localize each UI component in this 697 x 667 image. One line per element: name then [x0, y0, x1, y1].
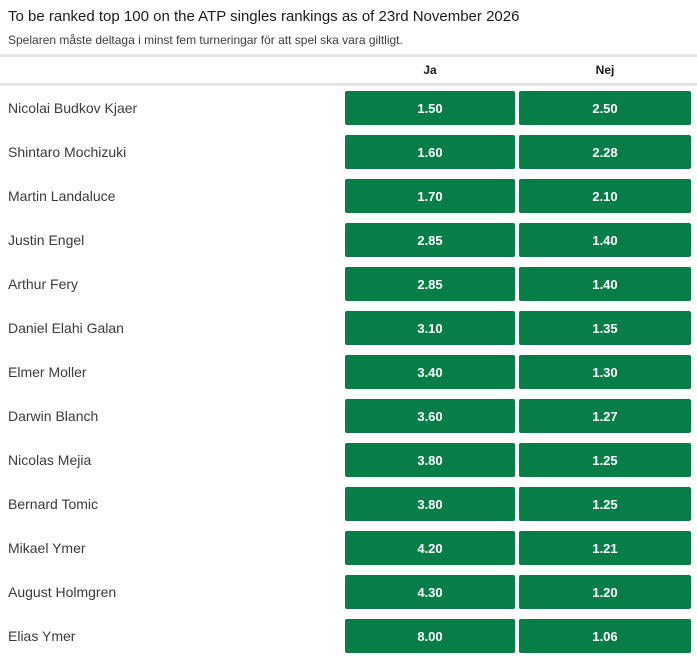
column-header-nej: Nej — [595, 63, 615, 77]
table-row: Mikael Ymer 4.20 1.21 — [0, 526, 697, 570]
column-header-ja: Ja — [423, 63, 437, 77]
table-row: Nicolas Mejia 3.80 1.25 — [0, 438, 697, 482]
market-subtitle: Spelaren måste deltaga i minst fem turne… — [8, 33, 403, 47]
odds-button-nej[interactable]: 1.30 — [519, 355, 691, 389]
odds-button-ja[interactable]: 1.70 — [345, 179, 515, 213]
odds-button-ja[interactable]: 2.85 — [345, 223, 515, 257]
player-name: August Holmgren — [8, 584, 117, 600]
player-name: Nicolas Mejia — [8, 452, 92, 468]
odds-button-ja[interactable]: 4.20 — [345, 531, 515, 565]
odds-button-ja[interactable]: 4.30 — [345, 575, 515, 609]
player-name: Mikael Ymer — [8, 540, 86, 556]
table-row: Martin Landaluce 1.70 2.10 — [0, 174, 697, 218]
odds-button-ja[interactable]: 3.60 — [345, 399, 515, 433]
player-name: Shintaro Mochizuki — [8, 144, 127, 160]
table-row: Nicolai Budkov Kjaer 1.50 2.50 — [0, 86, 697, 130]
odds-button-ja[interactable]: 3.80 — [345, 487, 515, 521]
player-name: Martin Landaluce — [8, 188, 116, 204]
player-name: Elias Ymer — [8, 628, 76, 644]
table-row: Bernard Tomic 3.80 1.25 — [0, 482, 697, 526]
odds-button-nej[interactable]: 1.40 — [519, 223, 691, 257]
market-header: To be ranked top 100 on the ATP singles … — [0, 0, 697, 47]
odds-button-nej[interactable]: 1.21 — [519, 531, 691, 565]
table-row: August Holmgren 4.30 1.20 — [0, 570, 697, 614]
market-title: To be ranked top 100 on the ATP singles … — [8, 8, 520, 25]
market-rows: Nicolai Budkov Kjaer 1.50 2.50 Shintaro … — [0, 86, 697, 658]
odds-button-ja[interactable]: 8.00 — [345, 619, 515, 653]
odds-button-ja[interactable]: 2.85 — [345, 267, 515, 301]
player-name: Darwin Blanch — [8, 408, 99, 424]
odds-button-ja[interactable]: 3.40 — [345, 355, 515, 389]
table-row: Daniel Elahi Galan 3.10 1.35 — [0, 306, 697, 350]
player-name: Bernard Tomic — [8, 496, 99, 512]
odds-button-ja[interactable]: 3.80 — [345, 443, 515, 477]
odds-button-nej[interactable]: 1.20 — [519, 575, 691, 609]
table-row: Arthur Fery 2.85 1.40 — [0, 262, 697, 306]
odds-button-ja[interactable]: 3.10 — [345, 311, 515, 345]
player-name: Justin Engel — [8, 232, 85, 248]
odds-button-nej[interactable]: 2.28 — [519, 135, 691, 169]
odds-button-nej[interactable]: 1.25 — [519, 487, 691, 521]
player-name: Nicolai Budkov Kjaer — [8, 100, 138, 116]
player-name: Arthur Fery — [8, 276, 79, 292]
player-name: Elmer Moller — [8, 364, 87, 380]
player-name: Daniel Elahi Galan — [8, 320, 124, 336]
odds-button-nej[interactable]: 1.40 — [519, 267, 691, 301]
table-row: Darwin Blanch 3.60 1.27 — [0, 394, 697, 438]
odds-button-nej[interactable]: 2.10 — [519, 179, 691, 213]
odds-button-ja[interactable]: 1.50 — [345, 91, 515, 125]
odds-button-nej[interactable]: 1.06 — [519, 619, 691, 653]
odds-button-nej[interactable]: 1.25 — [519, 443, 691, 477]
table-row: Shintaro Mochizuki 1.60 2.28 — [0, 130, 697, 174]
table-row: Elmer Moller 3.40 1.30 — [0, 350, 697, 394]
odds-button-nej[interactable]: 1.35 — [519, 311, 691, 345]
odds-column-headers: Ja Nej — [0, 54, 697, 86]
odds-button-nej[interactable]: 2.50 — [519, 91, 691, 125]
odds-button-ja[interactable]: 1.60 — [345, 135, 515, 169]
odds-button-nej[interactable]: 1.27 — [519, 399, 691, 433]
table-row: Justin Engel 2.85 1.40 — [0, 218, 697, 262]
table-row: Elias Ymer 8.00 1.06 — [0, 614, 697, 658]
